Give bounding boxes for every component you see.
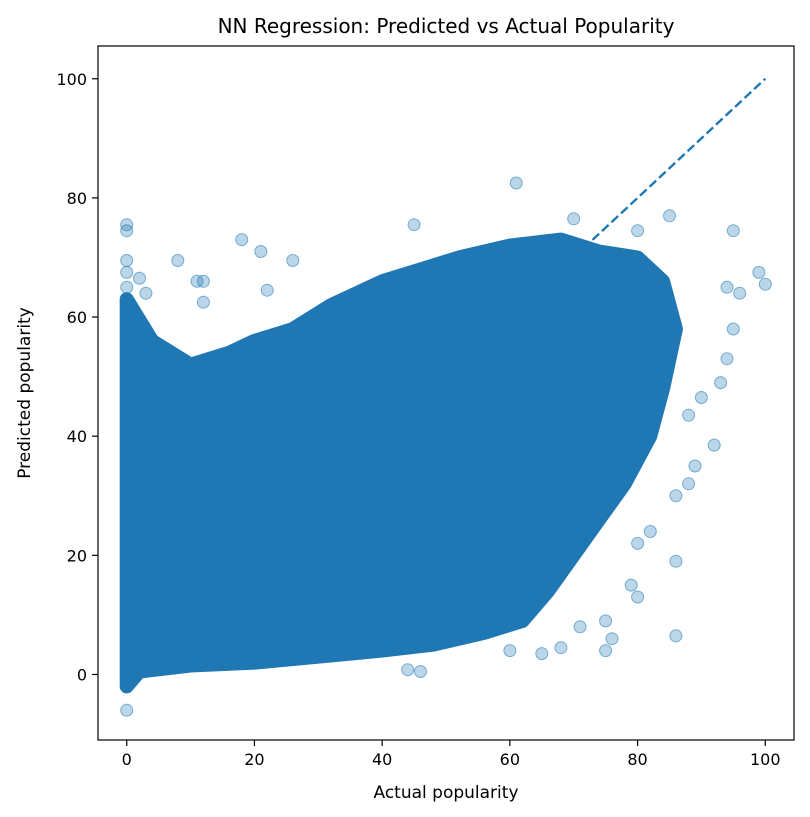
x-tick-label: 0 (122, 750, 132, 769)
x-tick-label: 60 (500, 750, 520, 769)
y-tick-label: 40 (67, 427, 87, 446)
scatter-point (120, 254, 134, 267)
scatter-point (254, 245, 268, 258)
scatter-point (714, 376, 728, 390)
scatter-point (503, 644, 517, 658)
scatter-point (196, 274, 210, 288)
scatter-point (196, 295, 210, 309)
scatter-point (120, 280, 134, 294)
scatter-point (401, 663, 415, 677)
scatter-point (726, 224, 740, 238)
scatter-point (414, 665, 427, 678)
y-tick-label: 60 (67, 308, 87, 327)
scatter-point (624, 578, 638, 592)
scatter-point (139, 286, 153, 300)
scatter-point (599, 644, 613, 658)
scatter-point (707, 438, 721, 452)
x-tick-label: 100 (750, 750, 781, 769)
scatter-point (509, 176, 523, 190)
scatter-point (260, 283, 274, 297)
reference-line (125, 77, 767, 676)
scatter-point (631, 536, 645, 550)
y-tick-label: 0 (77, 665, 87, 684)
scatter-point (688, 459, 702, 473)
scatter-point (631, 224, 645, 238)
dense-point-cloud (119, 232, 683, 694)
scatter-point (682, 408, 696, 422)
scatter-point (235, 233, 249, 247)
scatter-point (605, 632, 619, 646)
axes-frame (97, 45, 795, 741)
scatter-point (694, 391, 708, 404)
axes: 0 20 40 60 80 100 0 20 40 60 80 100 (56, 45, 795, 769)
scatter-point (758, 277, 772, 291)
chart-title: NN Regression: Predicted vs Actual Popul… (218, 14, 675, 38)
scatter-point (171, 254, 185, 267)
scatter-point (535, 647, 549, 661)
plot-area (119, 77, 772, 717)
scatter-point (726, 322, 740, 336)
scatter-point (669, 629, 683, 643)
x-tick-label: 80 (627, 750, 647, 769)
scatter-point (631, 590, 645, 604)
scatter-point (599, 614, 613, 628)
scatter-point (733, 286, 747, 300)
scatter-point (120, 224, 134, 238)
y-tick-label: 20 (67, 546, 87, 565)
scatter-point (663, 209, 676, 223)
x-tick-label: 20 (244, 750, 264, 769)
x-axis-label: Actual popularity (374, 783, 519, 803)
scatter-point (643, 525, 657, 538)
y-tick-label: 80 (67, 189, 87, 208)
scatter-point (752, 265, 766, 279)
scatter-point (567, 212, 581, 226)
scatter-point (720, 280, 734, 294)
scatter-point (120, 703, 134, 717)
y-axis-label: Predicted popularity (15, 307, 35, 479)
y-tick-label: 100 (56, 70, 87, 89)
scatter-point (133, 271, 146, 285)
scatter-point (720, 352, 734, 366)
scatter-point (407, 218, 421, 232)
x-tick-label: 40 (372, 750, 392, 769)
scatter-point (669, 489, 683, 503)
scatter-point (682, 477, 696, 491)
scatter-point (669, 554, 683, 568)
scatter-point (573, 620, 587, 634)
scatter-point (554, 641, 568, 655)
scatter-point (120, 265, 134, 279)
scatter-point (286, 254, 300, 267)
